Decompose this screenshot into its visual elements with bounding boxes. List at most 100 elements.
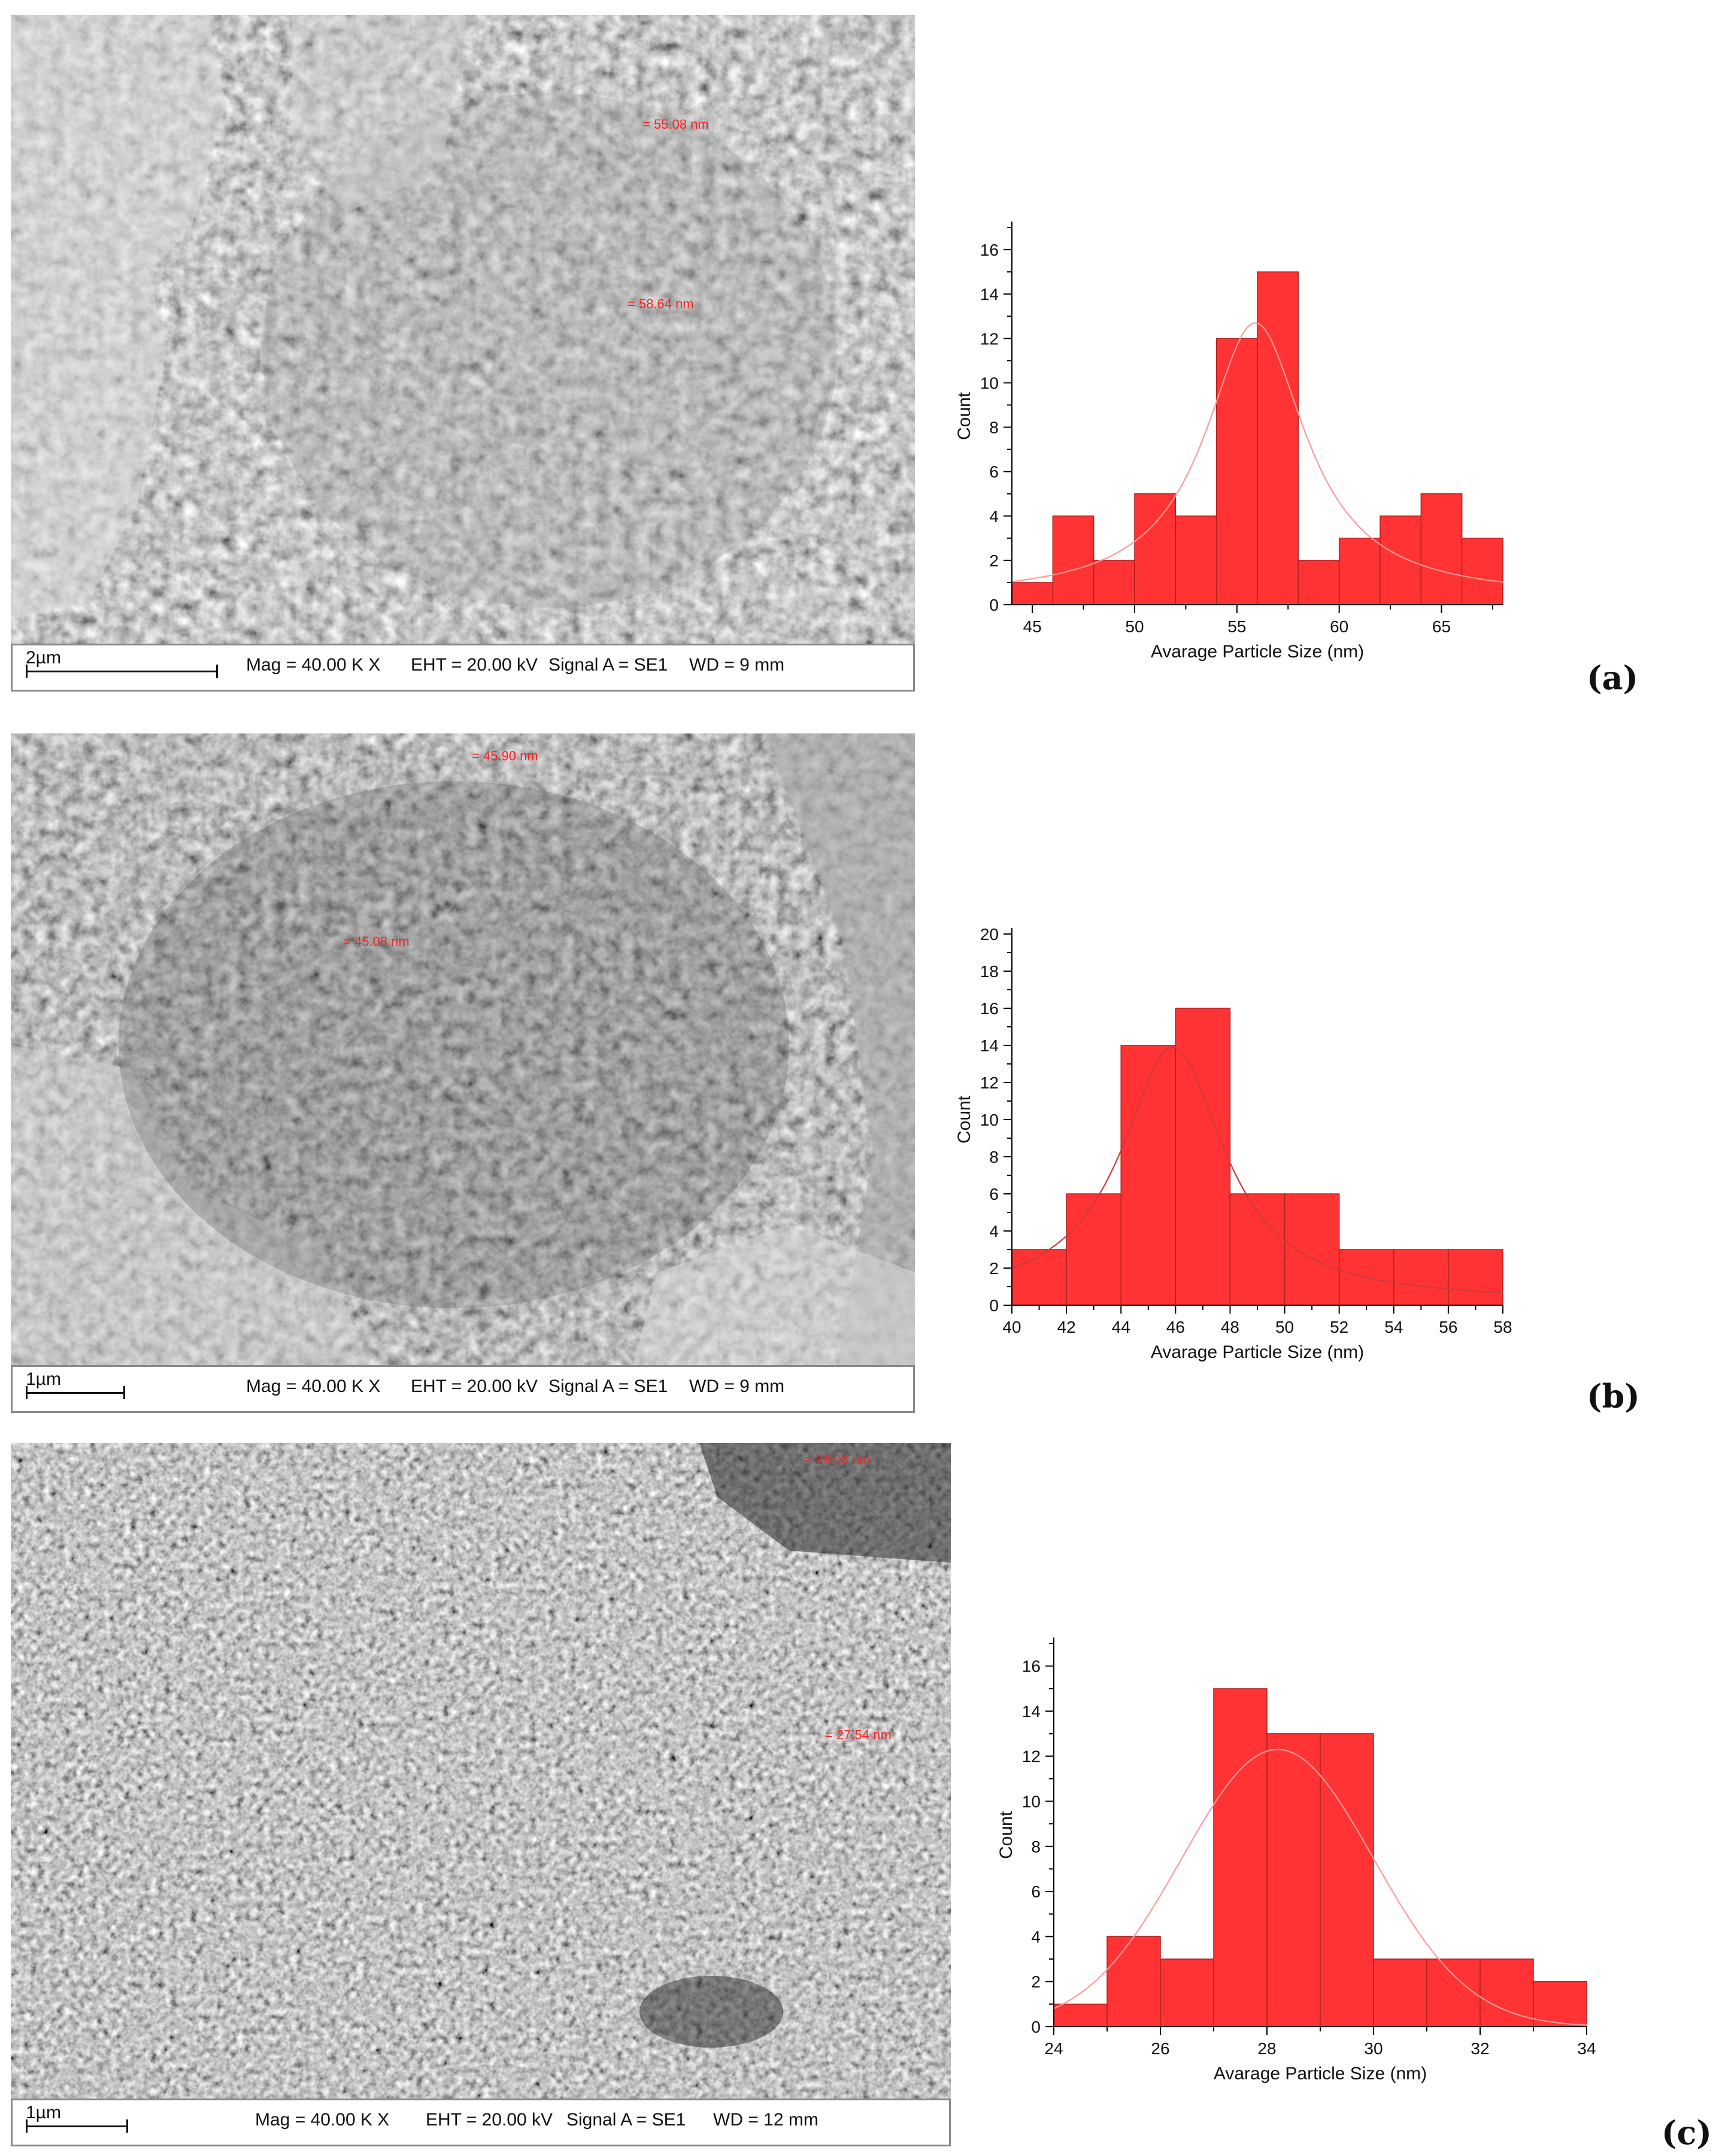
magnification: Mag = 40.00 K X [255,2110,390,2130]
y-tick-label: 2 [989,551,999,570]
x-tick-label: 56 [1439,1318,1457,1336]
histogram-bar [1420,493,1463,605]
x-tick-label: 24 [1044,2039,1063,2058]
x-tick-label: 44 [1112,1318,1130,1336]
x-tick-label: 52 [1330,1318,1348,1336]
measurement-label-1: = 55.08 nm [642,117,709,132]
y-tick-label: 2 [1031,1973,1041,1991]
fit-curve [1011,1046,1503,1294]
scale-bar-right-tick [126,2119,128,2133]
y-tick-label: 0 [989,1296,999,1315]
y-tick-label: 16 [980,999,999,1018]
signal: Signal A = SE1 [566,2110,686,2130]
working-distance: WD = 9 mm [689,1376,785,1396]
histogram-chart-c: 0 2 4 6 8 10 12 14 16 24 26 28 30 32 34 Avarage Particl… [982,1632,1617,2099]
measurement-label-2: = 58.64 nm [627,296,694,311]
histogram-bar [1320,1733,1374,2027]
scale-bar-right-tick [216,665,218,678]
histogram-bar [1266,1733,1321,2027]
histogram-bar [1011,582,1054,605]
histogram-bar [1284,1193,1340,1306]
y-tick-label: 4 [989,1222,999,1241]
x-tick-label: 55 [1227,617,1246,636]
y-tick-label: 14 [980,1036,999,1055]
scale-bar-left-tick [26,1386,28,1399]
histogram-bar [1175,516,1217,605]
sem-image-texture [11,1443,951,2099]
histogram-bar [1052,516,1095,605]
x-axis-label: Avarage Particle Size (nm) [1214,2064,1427,2084]
y-tick-label: 12 [980,329,999,348]
measurement-label-1: = 45.90 nm [472,748,538,763]
fit-curve [1011,322,1503,583]
y-axis-label: Count [954,392,974,440]
histogram-bar [1257,271,1299,605]
signal: Signal A = SE1 [548,1376,668,1396]
sem-data-bar: 2µm Mag = 40.00 K X EHT = 20.00 kV Signa… [11,644,915,692]
y-tick-label: 2 [989,1259,999,1278]
histogram-bar [1448,1249,1503,1306]
histogram-chart-a: 0 2 4 6 8 10 12 14 16 45 50 55 60 65 Avarage Particle … [946,216,1545,677]
scale-bar-left-tick [26,665,28,678]
fit-curve [1053,1748,1587,2026]
histogram-bar [1393,1249,1449,1306]
histogram-svg: 0 2 4 6 8 10 12 14 16 45 50 55 60 65 Avarage Particle … [954,222,1503,662]
histogram-bar [1011,1249,1067,1306]
magnification: Mag = 40.00 K X [246,655,381,675]
histogram-bar [1213,1688,1268,2027]
scale-bar-label: 1µm [26,2103,61,2122]
x-axis-label: Avarage Particle Size (nm) [1151,642,1364,662]
measurement-label-2: = 27.54 nm [825,1727,892,1742]
x-tick-label: 54 [1384,1318,1403,1336]
histogram-bar [1066,1193,1121,1306]
x-axis-label: Avarage Particle Size (nm) [1151,1342,1364,1362]
y-axis-label: Count [954,1095,974,1144]
histogram-bar [1373,1958,1427,2027]
magnification: Mag = 40.00 K X [246,1376,381,1396]
y-tick-label: 6 [989,463,999,481]
figure-panel-b: = 45.90 nm = 45.08 nm 1µm Mag = 40.00 K … [0,718,1722,1415]
y-tick-label: 0 [989,596,999,614]
y-tick-label: 14 [980,285,999,304]
panel-label-b: (b) [1587,1377,1640,1415]
histogram-bar [1533,1981,1587,2027]
y-tick-label: 6 [989,1185,999,1203]
measurement-label-2: = 45.08 nm [343,934,410,949]
sem-data-bar: 1µm Mag = 40.00 K X EHT = 20.00 kV Signa… [11,1365,915,1413]
x-tick-label: 42 [1057,1318,1076,1336]
x-tick-label: 45 [1023,617,1042,636]
y-tick-label: 12 [980,1074,999,1092]
x-tick-label: 48 [1221,1318,1239,1336]
y-tick-label: 10 [1022,1793,1041,1811]
eht: EHT = 20.00 kV [426,2110,553,2130]
histogram-bar [1134,493,1177,605]
y-tick-label: 16 [980,241,999,259]
histogram-bar [1229,1193,1286,1306]
signal: Signal A = SE1 [548,655,668,675]
x-tick-label: 28 [1257,2039,1276,2058]
y-tick-label: 8 [989,1148,999,1166]
y-tick-label: 8 [989,419,999,437]
working-distance: WD = 12 mm [713,2110,818,2130]
histogram-bar [1175,1008,1231,1306]
y-tick-label: 14 [1022,1702,1041,1721]
y-tick-label: 20 [980,925,999,944]
x-tick-label: 50 [1125,617,1144,636]
x-tick-label: 26 [1151,2039,1169,2058]
panel-label-c: (c) [1662,2113,1712,2152]
y-tick-label: 8 [1031,1837,1041,1856]
sem-image-texture [11,733,915,1365]
histogram-bar [1215,338,1258,605]
histogram-bar [1380,516,1422,605]
x-tick-label: 65 [1432,617,1451,636]
scale-bar-label: 2µm [26,648,61,668]
histogram-bar [1160,1958,1214,2027]
histogram-bar [1338,538,1381,605]
x-tick-label: 30 [1364,2039,1383,2058]
figure-panel-a: = 55.08 nm = 58.64 nm 2µm Mag = 40.00 K … [0,0,1722,706]
x-tick-label: 40 [1002,1318,1021,1336]
y-tick-label: 10 [980,1111,999,1129]
y-tick-label: 10 [980,374,999,392]
y-tick-label: 4 [1031,1927,1041,1946]
